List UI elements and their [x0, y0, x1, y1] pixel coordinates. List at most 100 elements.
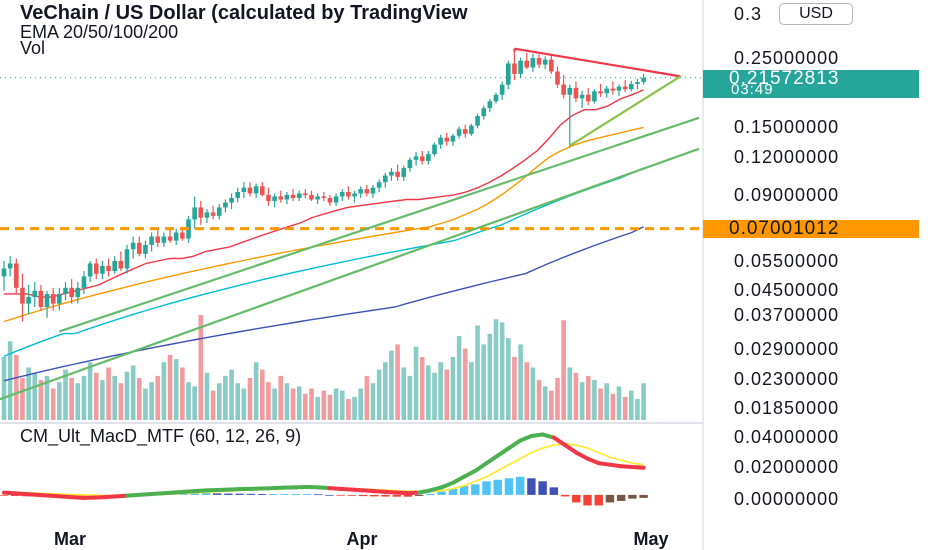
candle-body [266, 194, 271, 202]
volume-bar [192, 386, 197, 420]
ema-legend[interactable]: EMA 20/50/100/200 [20, 22, 179, 42]
currency-button[interactable]: USD [779, 3, 853, 25]
candle-body [124, 249, 130, 269]
volume-bar [241, 388, 247, 420]
candle-body [549, 59, 554, 72]
drawings[interactable] [0, 47, 703, 401]
candle-body [635, 82, 640, 84]
candle-body [192, 207, 197, 220]
candles[interactable] [1, 51, 646, 322]
candle-body [567, 87, 573, 95]
candle-body [469, 125, 474, 134]
volume-bar [321, 390, 327, 420]
macd-histogram-bar [448, 488, 458, 495]
volume-bar [450, 357, 456, 420]
candle-body [26, 297, 31, 304]
candle-body [210, 212, 216, 216]
volume-legend[interactable]: Vol [20, 38, 46, 58]
volume-bar [124, 371, 130, 420]
macd-histogram-bar [257, 493, 267, 495]
candle-body [333, 196, 339, 203]
volume-bar [315, 396, 320, 420]
volume-bar [7, 341, 13, 420]
volume-bar [260, 369, 265, 420]
macd-legend[interactable]: CM_Ult_MacD_MTF (60, 12, 26, 9) [20, 426, 302, 446]
candle-body [419, 156, 425, 161]
ema-line-1 [4, 89, 644, 298]
macd-histogram-bar [358, 494, 368, 497]
candle-body [284, 194, 290, 200]
time-tick-label: Apr [347, 529, 378, 549]
candle-body [112, 260, 117, 272]
candle-body [493, 94, 499, 102]
volume-bar [173, 359, 179, 420]
volume-bar [26, 367, 31, 420]
candle-body [321, 196, 327, 198]
macd-histogram-bar [572, 494, 581, 503]
volume-bar [278, 375, 284, 420]
candle-body [616, 86, 622, 91]
volume-bar [598, 388, 603, 420]
volume-bar [266, 382, 271, 420]
macd-line-segment [484, 453, 500, 466]
volume-bar [629, 390, 634, 420]
candle-body [555, 71, 560, 85]
candle-body [358, 189, 363, 194]
volume-bar [549, 390, 554, 420]
volume-bar [1, 357, 7, 420]
candle-body [524, 60, 530, 68]
macd-histogram-bar [370, 494, 379, 497]
volume-bar [303, 393, 308, 420]
candle-body [327, 197, 333, 203]
price-tick-label: 0.02300000 [734, 369, 839, 389]
macd-histogram-bar [426, 493, 435, 495]
candle-body [161, 236, 167, 243]
volume-bar [118, 383, 124, 420]
volume-bar [592, 380, 597, 420]
price-tick-label: 0.15000000 [734, 117, 839, 137]
macd-histogram-bar [347, 494, 357, 496]
bar-countdown: 03:49 [731, 81, 774, 98]
trendline-upper-support [59, 116, 700, 333]
candle-body [235, 191, 240, 198]
volume-bar [223, 375, 228, 420]
candle-body [364, 189, 370, 194]
candle-body [7, 263, 13, 269]
candle-body [32, 290, 38, 298]
price-tick-label: 0.05500000 [734, 251, 839, 271]
volume-bar [346, 399, 351, 420]
macd-histogram-bar [0, 494, 9, 496]
volume-bar [290, 388, 296, 420]
macd-line-segment [630, 464, 646, 470]
candle-body [75, 287, 81, 298]
candle-body [407, 159, 413, 169]
macd-line-segment [462, 468, 478, 479]
volume-bar [444, 369, 450, 420]
volume-bar [579, 382, 585, 420]
volume-bar [518, 344, 523, 420]
macd-histogram-bar [201, 493, 211, 495]
volume-bar [561, 320, 566, 420]
volume-bar [530, 367, 536, 420]
candle-body [561, 84, 566, 95]
macd-histogram-bar [190, 493, 199, 495]
candle-body [315, 196, 320, 200]
macd-histogram-bar [549, 487, 559, 495]
volume-bar [50, 388, 56, 420]
candle-body [536, 58, 542, 65]
volume-bar [87, 362, 93, 420]
volume-bar [284, 383, 290, 420]
candle-body [204, 212, 210, 218]
macd-histogram-bar [291, 493, 300, 495]
horizontal-line-value: 0.07001012 [729, 218, 840, 239]
candle-body [155, 236, 161, 243]
candle-body [610, 88, 616, 91]
volume-bar [32, 372, 38, 420]
candle-body [100, 265, 105, 274]
volume-bar [487, 333, 493, 420]
volume-bar [167, 354, 173, 420]
candle-body [241, 187, 247, 192]
macd-line-segment [563, 443, 579, 455]
candle-body [20, 287, 25, 304]
